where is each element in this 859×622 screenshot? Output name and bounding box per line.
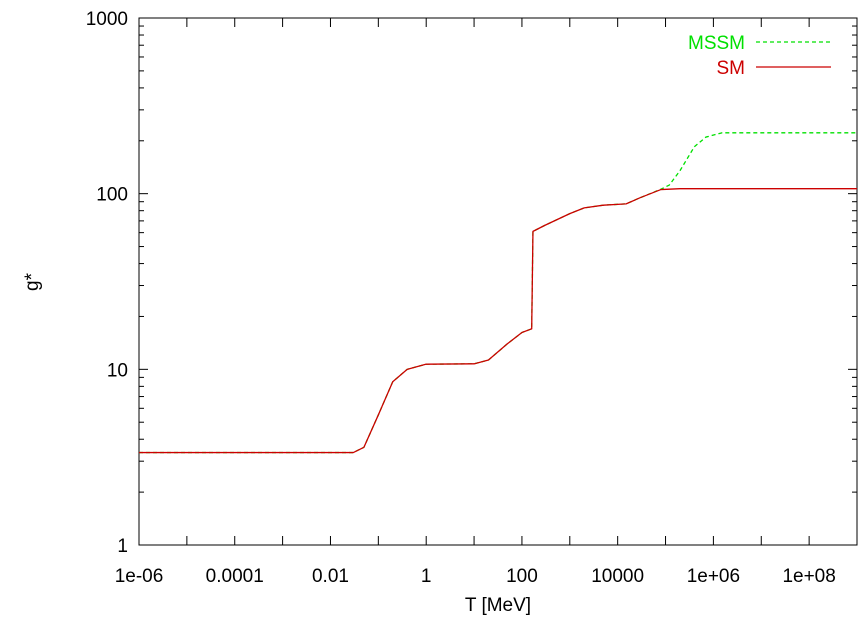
legend-label-sm: SM: [717, 58, 746, 79]
x-axis-title: T [MeV]: [465, 595, 531, 616]
x-tick-label: 0.0001: [206, 566, 264, 587]
plot-frame: [138, 17, 858, 546]
y-tick-label: 1: [117, 536, 128, 557]
x-tick-label: 1e+08: [782, 566, 835, 587]
legend: MSSM SM: [688, 33, 831, 79]
y-tick-label: 10: [107, 360, 128, 381]
y-tick-label: 1000: [86, 9, 128, 30]
y-tick-label: 100: [96, 185, 128, 206]
x-tick-label: 0.01: [312, 566, 349, 587]
x-tick-label: 10000: [591, 566, 644, 587]
series-line-mssm: [139, 132, 857, 454]
legend-label-mssm: MSSM: [688, 33, 745, 54]
x-tick-label: 100: [506, 566, 538, 587]
x-tick-label: 1e+06: [687, 566, 740, 587]
x-tick-label: 1e-06: [115, 566, 164, 587]
series-line-sm: [139, 188, 857, 454]
x-tick-label: 1: [421, 566, 432, 587]
series-group: [139, 132, 857, 454]
y-axis-title: g*: [22, 272, 43, 291]
axis-ticks: 1e-06 0.0001 0.01 1 100 10000 1e+06 1e+08 1 10 100…: [86, 9, 858, 587]
